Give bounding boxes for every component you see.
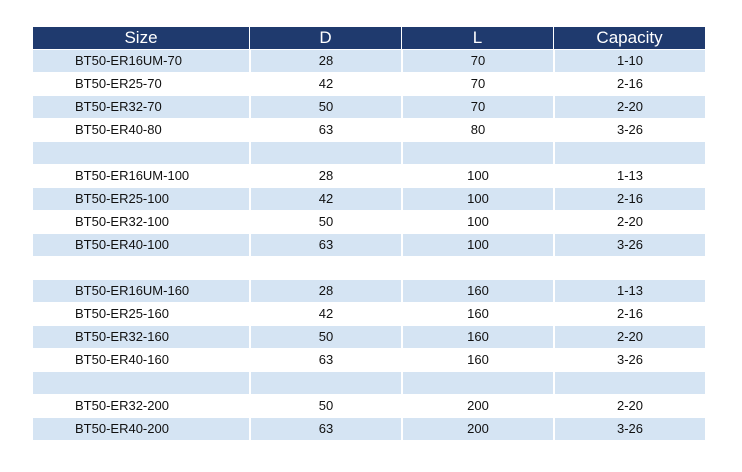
- cell-size: BT50-ER40-80: [33, 118, 249, 141]
- cell-capacity: 3-26: [553, 348, 705, 371]
- cell-size: BT50-ER25-160: [33, 302, 249, 325]
- cell-size: [33, 256, 249, 279]
- cell-l: 160: [401, 279, 553, 302]
- cell-size: BT50-ER40-100: [33, 233, 249, 256]
- header-capacity: Capacity: [553, 27, 705, 49]
- table-row: BT50-ER25-160 42 160 2-16: [33, 302, 705, 325]
- table-row: BT50-ER40-160 63 160 3-26: [33, 348, 705, 371]
- cell-capacity: 3-26: [553, 233, 705, 256]
- cell-capacity: 1-13: [553, 164, 705, 187]
- table-row: BT50-ER40-200 63 200 3-26: [33, 417, 705, 440]
- cell-capacity: 2-20: [553, 210, 705, 233]
- table-row: BT50-ER40-100 63 100 3-26: [33, 233, 705, 256]
- cell-size: BT50-ER40-160: [33, 348, 249, 371]
- cell-d: 28: [249, 49, 401, 72]
- cell-size: BT50-ER16UM-70: [33, 49, 249, 72]
- cell-size: BT50-ER32-100: [33, 210, 249, 233]
- table-row: BT50-ER25-70 42 70 2-16: [33, 72, 705, 95]
- cell-size: [33, 371, 249, 394]
- cell-d: 50: [249, 325, 401, 348]
- cell-l: 200: [401, 394, 553, 417]
- table-row: BT50-ER16UM-100 28 100 1-13: [33, 164, 705, 187]
- cell-capacity: 3-26: [553, 417, 705, 440]
- cell-capacity: 2-20: [553, 325, 705, 348]
- cell-size: BT50-ER32-160: [33, 325, 249, 348]
- cell-capacity: 2-20: [553, 95, 705, 118]
- cell-capacity: 2-16: [553, 187, 705, 210]
- cell-d: 42: [249, 72, 401, 95]
- table-row: BT50-ER16UM-160 28 160 1-13: [33, 279, 705, 302]
- table-spacer-row: [33, 141, 705, 164]
- cell-size: BT50-ER16UM-100: [33, 164, 249, 187]
- cell-l: [401, 141, 553, 164]
- table-row: BT50-ER32-100 50 100 2-20: [33, 210, 705, 233]
- cell-size: [33, 141, 249, 164]
- cell-d: 63: [249, 417, 401, 440]
- table-spacer-row: [33, 371, 705, 394]
- cell-d: 28: [249, 164, 401, 187]
- cell-d: 63: [249, 118, 401, 141]
- cell-d: [249, 371, 401, 394]
- table-body: BT50-ER16UM-70 28 70 1-10 BT50-ER25-70 42 70 2-…: [33, 49, 705, 440]
- cell-size: BT50-ER40-200: [33, 417, 249, 440]
- cell-size: BT50-ER32-200: [33, 394, 249, 417]
- spec-table: Size D L Capacity BT50-ER16UM-70 28 70 1-10…: [33, 27, 705, 440]
- table-row: BT50-ER32-70 50 70 2-20: [33, 95, 705, 118]
- cell-l: [401, 371, 553, 394]
- cell-d: 63: [249, 233, 401, 256]
- cell-l: 70: [401, 49, 553, 72]
- cell-l: 70: [401, 72, 553, 95]
- cell-l: 160: [401, 348, 553, 371]
- cell-d: 42: [249, 302, 401, 325]
- cell-size: BT50-ER25-70: [33, 72, 249, 95]
- table-row: BT50-ER16UM-70 28 70 1-10: [33, 49, 705, 72]
- cell-capacity: 2-20: [553, 394, 705, 417]
- cell-l: [401, 256, 553, 279]
- cell-capacity: 3-26: [553, 118, 705, 141]
- table-row: BT50-ER32-200 50 200 2-20: [33, 394, 705, 417]
- cell-l: 100: [401, 233, 553, 256]
- cell-d: 28: [249, 279, 401, 302]
- cell-size: BT50-ER25-100: [33, 187, 249, 210]
- cell-size: BT50-ER32-70: [33, 95, 249, 118]
- cell-d: [249, 256, 401, 279]
- cell-capacity: 1-13: [553, 279, 705, 302]
- cell-l: 100: [401, 164, 553, 187]
- cell-l: 200: [401, 417, 553, 440]
- cell-size: BT50-ER16UM-160: [33, 279, 249, 302]
- cell-l: 100: [401, 187, 553, 210]
- cell-l: 160: [401, 302, 553, 325]
- cell-l: 80: [401, 118, 553, 141]
- cell-d: 50: [249, 394, 401, 417]
- cell-capacity: 2-16: [553, 72, 705, 95]
- table-row: BT50-ER32-160 50 160 2-20: [33, 325, 705, 348]
- table-spacer-row: [33, 256, 705, 279]
- header-size: Size: [33, 27, 249, 49]
- cell-d: 50: [249, 95, 401, 118]
- table-row: BT50-ER40-80 63 80 3-26: [33, 118, 705, 141]
- cell-capacity: 1-10: [553, 49, 705, 72]
- header-d: D: [249, 27, 401, 49]
- cell-capacity: [553, 371, 705, 394]
- cell-capacity: [553, 141, 705, 164]
- cell-d: [249, 141, 401, 164]
- cell-capacity: 2-16: [553, 302, 705, 325]
- cell-d: 42: [249, 187, 401, 210]
- cell-l: 70: [401, 95, 553, 118]
- table-row: BT50-ER25-100 42 100 2-16: [33, 187, 705, 210]
- cell-l: 100: [401, 210, 553, 233]
- cell-l: 160: [401, 325, 553, 348]
- table-header-row: Size D L Capacity: [33, 27, 705, 49]
- cell-d: 50: [249, 210, 401, 233]
- cell-capacity: [553, 256, 705, 279]
- header-l: L: [401, 27, 553, 49]
- cell-d: 63: [249, 348, 401, 371]
